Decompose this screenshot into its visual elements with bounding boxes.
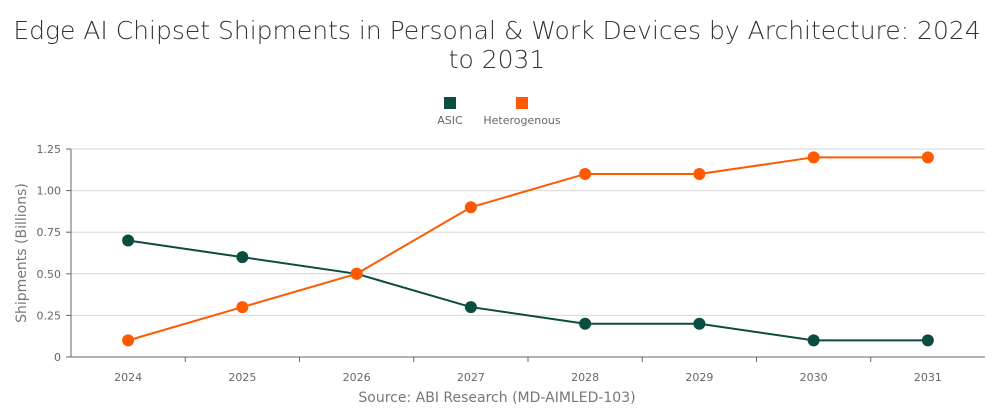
y-tick-label: 1.25 (37, 143, 62, 156)
data-point-heterogenous (921, 151, 934, 164)
x-tick-label: 2024 (114, 371, 142, 384)
x-tick-label: 2028 (571, 371, 599, 384)
data-point-heterogenous (579, 167, 592, 180)
legend-item-asic[interactable]: ASIC (425, 97, 475, 127)
y-tick-label: 0.50 (37, 268, 62, 281)
legend-item-heterogenous[interactable]: Heterogenous (482, 97, 562, 127)
data-point-asic (122, 234, 135, 247)
chart-title: Edge AI Chipset Shipments in Personal & … (13, 16, 981, 74)
data-point-heterogenous (122, 334, 135, 347)
x-tick-label: 2030 (800, 371, 828, 384)
y-tick-label: 0 (54, 351, 61, 364)
legend-swatch-asic (444, 97, 456, 109)
series-line-asic (127, 239, 928, 342)
y-tick-label: 1.00 (37, 185, 62, 198)
legend-label-heterogenous: Heterogenous (483, 114, 561, 127)
data-point-heterogenous (236, 301, 249, 314)
data-point-asic (236, 251, 249, 264)
legend-label-asic: ASIC (437, 114, 463, 127)
x-tick-label: 2025 (228, 371, 256, 384)
data-point-asic (921, 334, 934, 347)
x-tick-label: 2031 (914, 371, 942, 384)
data-point-asic (807, 334, 820, 347)
x-tick-label: 2026 (343, 371, 371, 384)
series-line-heterogenous (127, 156, 928, 342)
data-point-heterogenous (464, 201, 477, 214)
x-tick-label: 2027 (457, 371, 485, 384)
data-point-heterogenous (807, 151, 820, 164)
data-point-heterogenous (693, 167, 706, 180)
y-tick-label: 0.75 (37, 226, 62, 239)
legend-swatch-heterogenous (516, 97, 528, 109)
data-point-asic (693, 317, 706, 330)
y-tick-label: 0.25 (37, 309, 62, 322)
data-point-asic (464, 301, 477, 314)
data-point-asic (579, 317, 592, 330)
source-note: Source: ABI Research (MD-AIMLED-103) (358, 390, 636, 406)
x-tick-label: 2029 (685, 371, 713, 384)
data-point-heterogenous (350, 267, 363, 280)
y-axis-label: Shipments (Billions) (14, 183, 30, 323)
